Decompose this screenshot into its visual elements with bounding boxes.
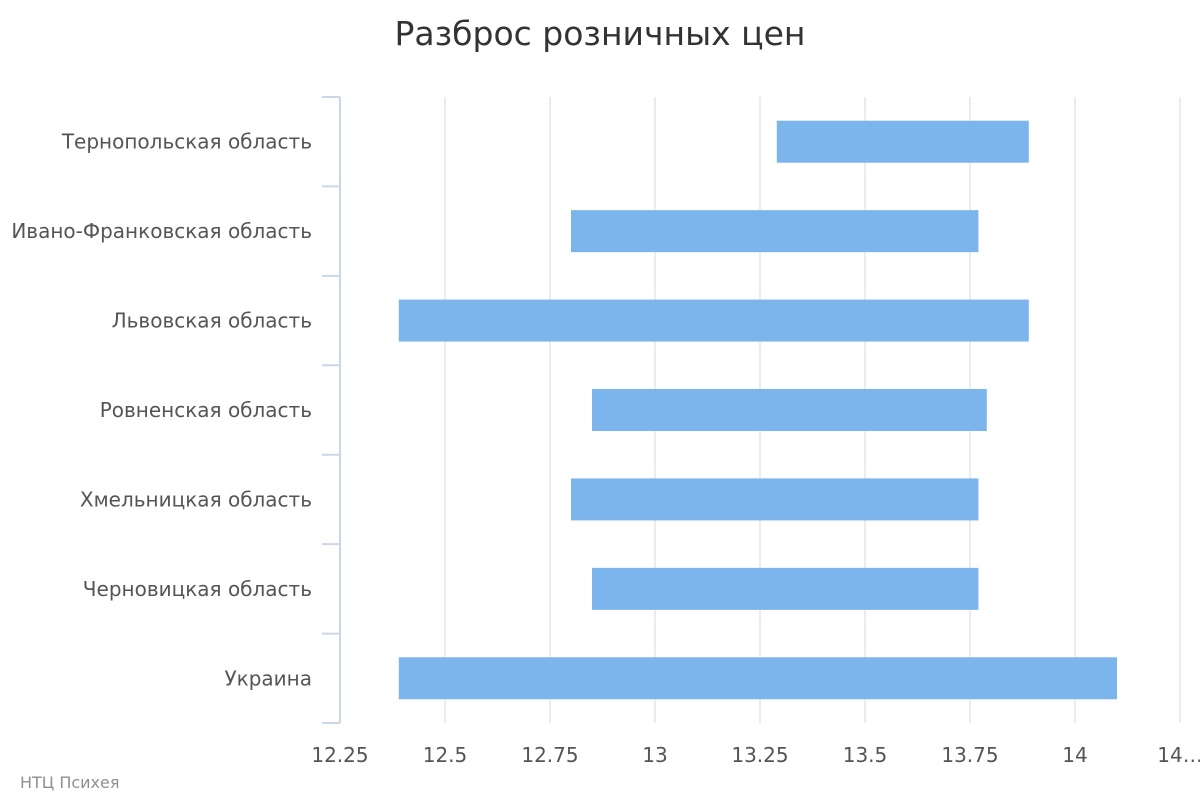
category-label: Тернопольская область xyxy=(61,130,312,154)
category-label: Хмельницкая область xyxy=(80,487,312,511)
range-bar[interactable] xyxy=(592,567,979,610)
x-tick-label: 13.25 xyxy=(731,743,788,767)
x-tick-label: 14… xyxy=(1157,743,1200,767)
range-bar[interactable] xyxy=(592,389,987,431)
credits-text: НТЦ Психея xyxy=(20,773,120,792)
category-label: Украина xyxy=(224,666,312,690)
x-tick-label: 14 xyxy=(1062,743,1087,767)
x-tick-label: 13.5 xyxy=(843,743,888,767)
category-label: Черновицкая область xyxy=(83,577,312,601)
category-label: Ивано-Франковская область xyxy=(11,219,312,243)
category-axis xyxy=(322,96,341,724)
x-tick-label: 12.75 xyxy=(521,743,578,767)
range-bar[interactable] xyxy=(398,299,1029,342)
tick-labels: 12.25 12.5 12.75 13 13.25 13.5 13.75 14 14… xyxy=(311,743,1200,767)
chart-title: Разброс розничных цен xyxy=(394,14,806,53)
range-bar[interactable] xyxy=(571,210,979,253)
range-bar[interactable] xyxy=(571,478,979,521)
range-bar[interactable] xyxy=(776,120,1029,163)
x-tick-label: 12.25 xyxy=(311,743,368,767)
category-label: Львовская область xyxy=(112,309,312,333)
x-tick-label: 13.75 xyxy=(941,743,998,767)
category-labels: Тернопольская область Ивано-Франковская о… xyxy=(11,130,312,691)
bars xyxy=(398,120,1117,700)
x-tick-label: 13 xyxy=(642,743,667,767)
category-label: Ровненская область xyxy=(100,398,312,422)
x-tick-label: 12.5 xyxy=(423,743,468,767)
range-bar[interactable] xyxy=(398,657,1117,700)
